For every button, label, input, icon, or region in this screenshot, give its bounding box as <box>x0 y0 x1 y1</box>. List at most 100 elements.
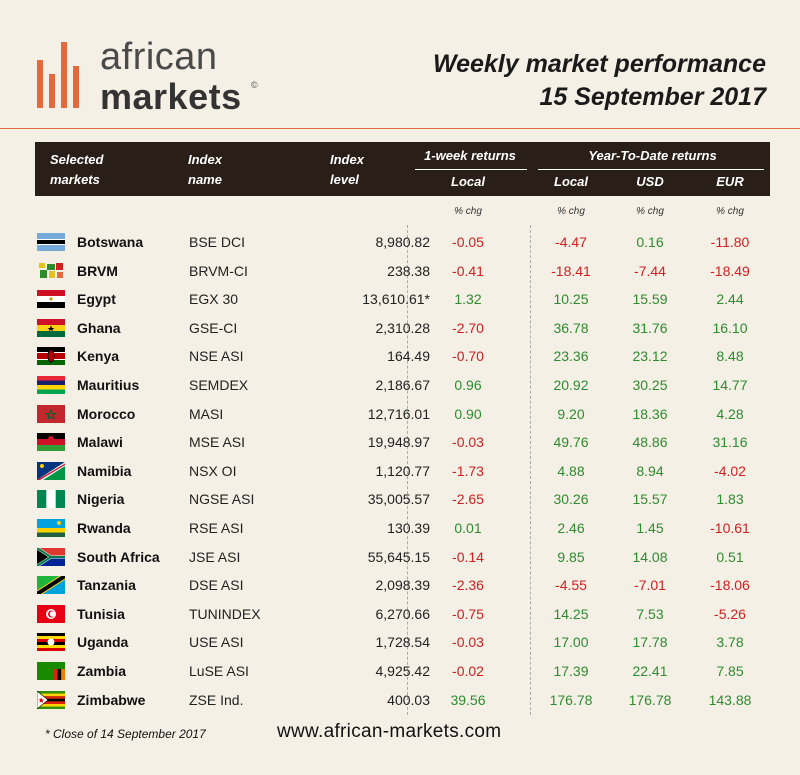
page-date: 15 September 2017 <box>539 83 766 111</box>
page-title: Weekly market performance <box>432 50 766 78</box>
market-name: Namibia <box>77 462 132 479</box>
index-level: 164.49 <box>387 348 430 365</box>
column-divider <box>407 225 408 715</box>
website-url: www.african-markets.com <box>277 721 502 742</box>
tunisia-flag-icon <box>37 604 65 623</box>
ytd-eur-return: 7.85 <box>716 663 744 679</box>
ytd-local-return: 14.25 <box>553 605 589 622</box>
ytd-usd-return: 7.53 <box>636 605 664 622</box>
ytd-usd-return: -7.44 <box>634 262 666 279</box>
tanzania-flag-icon <box>37 576 65 595</box>
index-level: 8,980.82 <box>375 234 431 250</box>
table-row: Nigeria NGSE ASI 35,005.57 -2.65 30.26 15.57 1… <box>35 485 770 513</box>
zimbabwe-flag-icon <box>37 690 65 709</box>
market-name: Egypt <box>77 291 116 308</box>
ytd-usd-return: 176.78 <box>628 691 672 708</box>
week-return: -0.75 <box>452 605 484 622</box>
header-ytd-group: Year-To-Date returns <box>588 148 717 163</box>
ytd-local-return: 10.25 <box>553 291 589 308</box>
index-name: USE ASI <box>189 634 244 651</box>
week-return: 1.32 <box>454 291 482 308</box>
ytd-usd-return: 31.76 <box>632 319 668 336</box>
week-return: 39.56 <box>450 691 486 708</box>
market-name: Zambia <box>77 663 127 679</box>
header-index: Index name <box>188 152 222 187</box>
market-name: Tunisia <box>77 605 125 622</box>
ytd-usd-return: 23.12 <box>632 348 668 365</box>
index-name: DSE ASI <box>189 577 244 594</box>
ytd-local-return: 30.26 <box>553 491 589 508</box>
ytd-usd-return: 48.86 <box>632 434 668 451</box>
index-level: 238.38 <box>387 262 430 279</box>
index-name: SEMDEX <box>189 377 249 393</box>
index-level: 2,186.67 <box>375 377 431 393</box>
index-name: TUNINDEX <box>189 605 261 622</box>
week-return: -2.36 <box>452 577 484 594</box>
market-name: Ghana <box>77 319 121 336</box>
ytd-local-return: 36.78 <box>553 319 589 336</box>
ytd-usd-return: 0.16 <box>636 234 664 250</box>
index-name: MASI <box>189 405 224 422</box>
ytd-eur-return: 14.77 <box>712 377 748 393</box>
index-level: 400.03 <box>387 691 430 708</box>
ytd-usd-return: 30.25 <box>632 377 668 393</box>
index-level: 13,610.61* <box>362 291 430 308</box>
market-name: BRVM <box>77 262 118 279</box>
week-return: -0.03 <box>452 434 484 451</box>
column-divider <box>530 225 531 715</box>
table-row: Morocco MASI 12,716.01 0.90 9.20 18.36 4.28 <box>35 400 770 428</box>
index-level: 35,005.57 <box>367 491 430 508</box>
index-level: 2,098.39 <box>375 577 431 594</box>
index-name: JSE ASI <box>189 548 241 565</box>
index-level: 55,645.15 <box>367 548 430 565</box>
market-name: Zimbabwe <box>77 691 146 708</box>
ytd-usd-return: 18.36 <box>632 405 668 422</box>
ytd-eur-return: -5.26 <box>714 605 746 622</box>
ytd-eur-return: 4.28 <box>716 405 744 422</box>
botswana-flag-icon <box>37 233 65 251</box>
index-level: 1,728.54 <box>375 634 431 651</box>
week-return: -0.70 <box>452 348 484 365</box>
footnote: * Close of 14 September 2017 <box>45 727 206 741</box>
index-name: EGX 30 <box>189 291 239 308</box>
malawi-flag-icon <box>37 433 65 452</box>
nigeria-flag-icon <box>37 490 65 509</box>
zambia-flag-icon <box>37 662 65 680</box>
table-row: Tanzania DSE ASI 2,098.39 -2.36 -4.55 -7.01 -1… <box>35 571 770 599</box>
header-market: Selected markets <box>50 152 104 187</box>
market-name: Nigeria <box>77 491 125 508</box>
ytd-local-return: 17.39 <box>553 663 589 679</box>
market-name: Botswana <box>77 234 144 250</box>
mauritius-flag-icon <box>37 376 65 394</box>
ytd-eur-return: -10.61 <box>710 520 750 536</box>
index-level: 2,310.28 <box>375 319 431 336</box>
week-return: -0.05 <box>452 234 484 250</box>
table-row: Mauritius SEMDEX 2,186.67 0.96 20.92 30.25 14.… <box>35 371 770 399</box>
ytd-local-return: -4.55 <box>555 577 587 594</box>
pct-label-ytd-eur: % chg <box>716 206 744 217</box>
market-name: Mauritius <box>77 377 140 393</box>
ytd-local-return: 176.78 <box>549 691 593 708</box>
index-name: RSE ASI <box>189 520 244 536</box>
table-row: Ghana GSE-CI 2,310.28 -2.70 36.78 31.76 16.10 <box>35 314 770 342</box>
ytd-eur-return: 0.51 <box>716 548 744 565</box>
header-ytd-usd: USD <box>636 174 664 189</box>
table-row: Namibia NSX OI 1,120.77 -1.73 4.88 8.94 -4.02 <box>35 457 770 485</box>
index-name: BSE DCI <box>189 234 246 250</box>
week-return: -0.14 <box>452 548 484 565</box>
market-name: Malawi <box>77 434 123 451</box>
ytd-local-return: 20.92 <box>553 377 589 393</box>
week-return: -0.41 <box>452 262 484 279</box>
index-name: NSE ASI <box>189 348 244 365</box>
ytd-eur-return: 1.83 <box>716 491 744 508</box>
pct-label-week: % chg <box>454 206 482 217</box>
title-divider <box>0 128 800 129</box>
table-row: Kenya NSE ASI 164.49 -0.70 23.36 23.12 8.48 <box>35 342 770 370</box>
index-name: NGSE ASI <box>189 491 255 508</box>
ytd-local-return: 2.46 <box>557 520 585 536</box>
table-row: Botswana BSE DCI 8,980.82 -0.05 -4.47 0.16 -11… <box>35 228 770 256</box>
brvm-flag-icon <box>37 261 65 280</box>
index-name: NSX OI <box>189 462 237 479</box>
index-name: ZSE Ind. <box>189 691 244 708</box>
ytd-usd-return: 14.08 <box>632 548 668 565</box>
